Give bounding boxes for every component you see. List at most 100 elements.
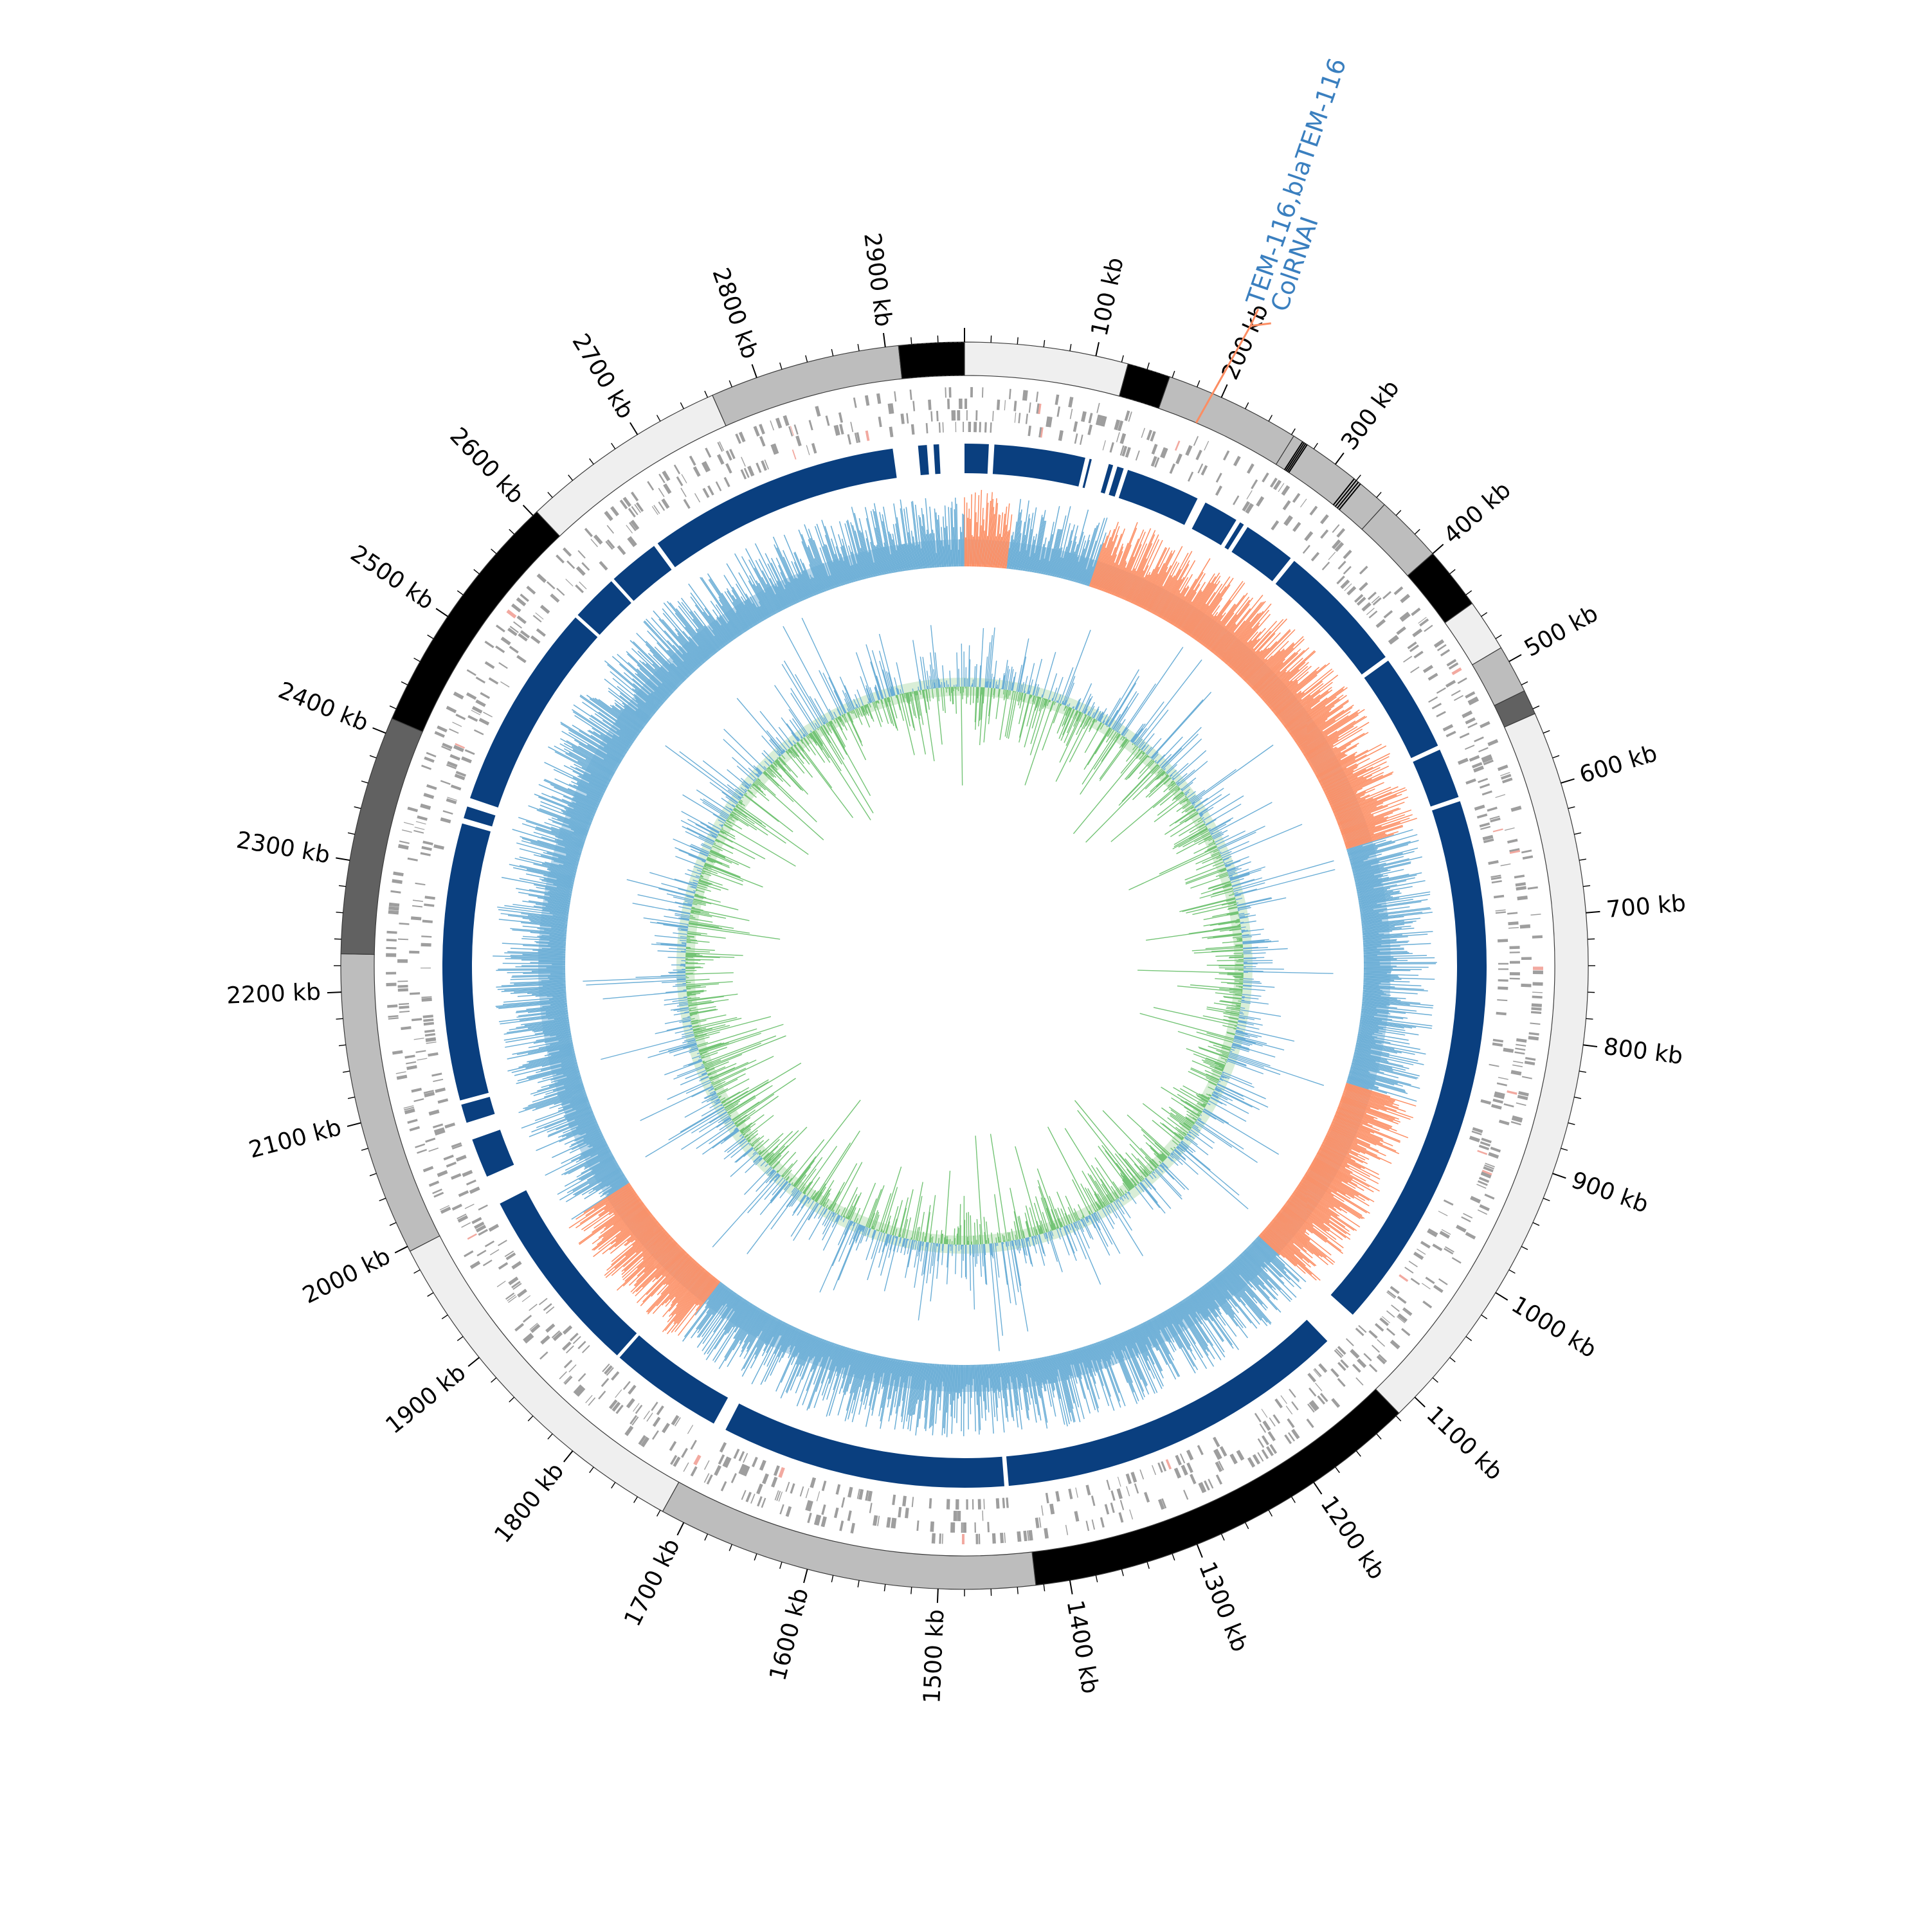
- cds-feature: [1359, 582, 1368, 591]
- gc-skew-bar: [1164, 813, 1198, 835]
- cds-feature: [807, 1513, 811, 1523]
- cds-feature: [1268, 1431, 1276, 1441]
- cds-feature: [404, 1054, 415, 1058]
- minor-tick: [1147, 1562, 1149, 1569]
- minor-tick: [1096, 1575, 1097, 1582]
- cds-feature: [386, 972, 396, 975]
- cds-feature: [581, 562, 590, 571]
- minor-tick: [1574, 1097, 1581, 1098]
- cds-feature: [970, 387, 973, 397]
- minor-tick: [1509, 1270, 1516, 1273]
- cds-feature: [397, 1075, 408, 1080]
- cds-feature: [1322, 562, 1330, 570]
- cds-feature: [426, 1037, 437, 1042]
- cds-feature: [1423, 665, 1433, 673]
- cds-feature: [966, 1499, 968, 1510]
- cds-feature: [1497, 999, 1507, 1001]
- blast-block-18: [472, 1130, 514, 1177]
- cds-feature: [1377, 1339, 1385, 1347]
- cds-feature: [1013, 401, 1017, 411]
- cds-feature: [978, 1499, 981, 1510]
- cds-feature: [839, 1521, 844, 1531]
- cds-feature: [957, 1511, 961, 1521]
- gc-skew-bar: [1109, 683, 1136, 727]
- tick-label: 2200 kb: [226, 979, 321, 1009]
- major-tick: [1222, 384, 1227, 397]
- gc-skew-bar: [1094, 733, 1118, 770]
- cds-feature: [1318, 1363, 1327, 1373]
- cds-feature: [386, 931, 397, 934]
- blast-block-7: [1192, 503, 1236, 545]
- cds-feature: [1401, 1328, 1410, 1336]
- major-tick: [1096, 342, 1099, 356]
- tick-label: 1600 kb: [765, 1585, 814, 1683]
- minor-tick: [1521, 1247, 1528, 1250]
- minor-tick: [336, 1018, 343, 1019]
- cds-feature: [1258, 1438, 1265, 1448]
- cds-feature: [663, 483, 671, 494]
- minor-tick: [780, 363, 782, 370]
- minor-tick: [1568, 1123, 1575, 1124]
- cds-feature: [1056, 406, 1060, 417]
- cds-feature: [1109, 442, 1114, 453]
- minor-tick: [1292, 429, 1296, 435]
- cds-feature: [900, 413, 904, 424]
- minor-tick: [1568, 807, 1575, 809]
- gc-skew-bar: [1244, 969, 1284, 970]
- cds-feature: [707, 485, 714, 496]
- cds-feature: [1514, 1051, 1525, 1054]
- cds-feature: [1272, 1414, 1280, 1424]
- cds-feature: [437, 1170, 448, 1177]
- cds-feature: [721, 1481, 727, 1492]
- cds-feature: [498, 1240, 507, 1246]
- cds-feature: [1507, 1090, 1517, 1095]
- cds-feature: [1512, 1065, 1523, 1067]
- cds-feature: [1516, 1044, 1526, 1047]
- cds-feature: [1361, 602, 1371, 611]
- cds-feature: [910, 390, 912, 400]
- cds-feature: [759, 436, 766, 446]
- cds-feature: [449, 754, 460, 761]
- cds-feature: [724, 477, 730, 487]
- cds-feature: [1139, 1470, 1144, 1480]
- cds-feature: [1350, 1349, 1359, 1359]
- cds-feature: [1529, 1032, 1539, 1035]
- cds-feature: [1197, 1445, 1204, 1456]
- cds-feature: [839, 424, 844, 435]
- minor-tick: [1336, 1467, 1340, 1473]
- cds-feature: [1480, 721, 1490, 728]
- cds-feature: [957, 410, 960, 420]
- cds-feature: [684, 1463, 689, 1472]
- cds-feature: [467, 1233, 477, 1240]
- cds-feature: [1216, 1474, 1222, 1485]
- major-tick: [1336, 453, 1344, 464]
- gc-skew-bar: [1122, 647, 1182, 736]
- minor-tick: [1450, 570, 1456, 574]
- cds-feature: [511, 1261, 521, 1269]
- major-tick: [1197, 1544, 1202, 1557]
- cds-feature: [1474, 805, 1485, 811]
- cds-feature: [1493, 829, 1503, 833]
- minor-tick: [1496, 635, 1501, 639]
- cds-feature: [778, 1467, 784, 1478]
- cds-feature: [1413, 1252, 1424, 1260]
- cds-feature: [414, 1038, 424, 1040]
- cds-feature: [1433, 1285, 1444, 1293]
- contig-fragment-line: [953, 342, 954, 375]
- cds-feature: [1436, 711, 1445, 718]
- cds-feature: [415, 827, 425, 830]
- cds-feature: [545, 1324, 555, 1333]
- gc-skew-bar: [1120, 1197, 1121, 1198]
- cds-feature: [1384, 610, 1393, 618]
- gc-skew-bar: [996, 1238, 997, 1243]
- minor-tick: [1017, 338, 1018, 345]
- cds-feature: [424, 896, 435, 899]
- cds-feature: [431, 1072, 442, 1076]
- cds-feature: [762, 1474, 769, 1485]
- cds-feature: [693, 466, 701, 476]
- cds-feature: [725, 463, 732, 473]
- cds-feature: [1291, 1401, 1299, 1410]
- contig-segment-3: [1159, 377, 1294, 464]
- cds-feature: [942, 1533, 943, 1544]
- cds-feature: [474, 729, 484, 735]
